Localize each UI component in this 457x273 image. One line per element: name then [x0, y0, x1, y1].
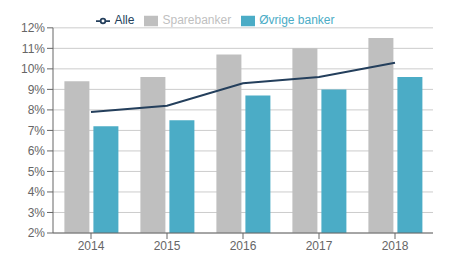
svg-text:9%: 9%: [28, 83, 46, 97]
html-text:Sparebanker: Sparebanker: [162, 13, 232, 27]
svg-text:2016: 2016: [230, 239, 257, 253]
svg-text:10%: 10%: [21, 62, 45, 76]
svg-text:12%: 12%: [21, 21, 45, 35]
svg-text:5%: 5%: [28, 165, 46, 179]
html-text:Alle: Alle: [114, 13, 135, 27]
svg-text:11%: 11%: [22, 42, 45, 56]
svg-text:2018: 2018: [382, 239, 409, 253]
svg-text:2%: 2%: [28, 226, 46, 240]
svg-text:2015: 2015: [154, 239, 181, 253]
svg-text:6%: 6%: [28, 144, 46, 158]
svg-text:3%: 3%: [28, 206, 46, 220]
svg-text:7%: 7%: [28, 124, 46, 138]
svg-text:8%: 8%: [28, 103, 46, 117]
html-text:Øvrige banker: Øvrige banker: [259, 13, 335, 27]
svg-text:4%: 4%: [28, 185, 46, 199]
svg-text:2017: 2017: [306, 239, 333, 253]
svg-text:2014: 2014: [78, 239, 105, 253]
